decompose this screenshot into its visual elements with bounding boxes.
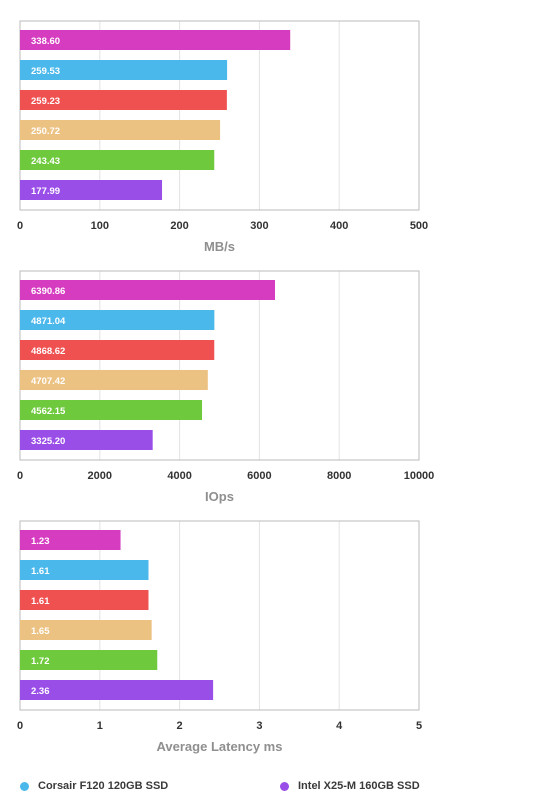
bar-label-1-4: 250.72: [31, 126, 60, 137]
tick-label-3-1: 1: [97, 720, 103, 732]
bar-3-5: [20, 650, 158, 670]
legend-label-corsair: Corsair F120 120GB SSD: [38, 780, 169, 792]
tick-label-1-2: 200: [170, 220, 188, 232]
bar-1-5: [20, 150, 215, 170]
bar-label-1-2: 259.53: [31, 66, 60, 77]
plot-frame-2: [19, 270, 420, 461]
plot-frame-3: [19, 520, 420, 711]
bar-label-2-2: 4871.04: [31, 316, 66, 327]
legend-dot-corsair: [20, 781, 29, 791]
bar-3-2: [20, 560, 149, 580]
chart-1: 338.60 259.53 259.23 250.72 243.43 177.99 0 100…: [17, 20, 428, 254]
bar-2-4: [20, 370, 208, 390]
tick-label-1-1: 100: [91, 220, 109, 232]
tick-label-1-4: 400: [330, 220, 348, 232]
bar-label-2-6: 3325.20: [31, 436, 65, 447]
tick-label-2-1: 2000: [88, 470, 112, 482]
tick-label-3-0: 0: [17, 720, 23, 732]
tick-label-1-5: 500: [410, 220, 428, 232]
bar-label-2-5: 4562.15: [31, 406, 66, 417]
tick-label-2-5: 10000: [404, 470, 435, 482]
bar-2-1: [20, 280, 275, 300]
bar-label-1-1: 338.60: [31, 36, 60, 47]
chart-2: 6390.86 4871.04 4868.62 4707.42 4562.15 3325.…: [17, 270, 435, 504]
tick-label-1-0: 0: [17, 220, 23, 232]
bar-3-4: [20, 620, 152, 640]
tick-label-2-0: 0: [17, 470, 23, 482]
tick-label-2-2: 4000: [167, 470, 191, 482]
axis-label-2: IOps: [205, 489, 234, 504]
bar-3-1: [20, 530, 121, 550]
tick-label-3-3: 3: [256, 720, 262, 732]
bar-label-3-3: 1.61: [31, 596, 50, 607]
bar-label-3-4: 1.65: [31, 626, 50, 637]
bar-1-6: [20, 180, 163, 200]
bar-1-1: [20, 30, 291, 50]
bar-label-3-2: 1.61: [31, 566, 50, 577]
bar-2-2: [20, 310, 215, 330]
bar-label-2-3: 4868.62: [31, 346, 65, 357]
bar-1-2: [20, 60, 228, 80]
bar-label-1-3: 259.23: [31, 96, 60, 107]
tick-label-1-3: 300: [250, 220, 268, 232]
bar-2-6: [20, 430, 153, 450]
bar-label-1-6: 177.99: [31, 186, 60, 197]
tick-label-3-2: 2: [177, 720, 183, 732]
bar-label-3-1: 1.23: [31, 536, 50, 547]
plot-frame-1: [19, 20, 420, 211]
bar-3-6: [20, 680, 214, 700]
bar-3-3: [20, 590, 149, 610]
chart-3: 1.23 1.61 1.61 1.65 1.72 2.36 0 1 2 3 4 5 Average La…: [17, 520, 422, 754]
tick-label-3-4: 4: [336, 720, 343, 732]
bar-2-5: [20, 400, 203, 420]
bar-label-3-6: 2.36: [31, 686, 50, 697]
tick-label-2-4: 8000: [327, 470, 351, 482]
bar-label-2-4: 4707.42: [31, 376, 65, 387]
bar-label-3-5: 1.72: [31, 656, 50, 667]
legend-dot-intel: [280, 781, 289, 791]
axis-label-1: MB/s: [204, 239, 235, 254]
bar-1-4: [20, 120, 221, 140]
bar-1-3: [20, 90, 227, 110]
tick-label-3-5: 5: [416, 720, 422, 732]
axis-label-3: Average Latency ms: [157, 739, 283, 754]
legend-item-corsair: Corsair F120 120GB SSD: [20, 780, 168, 792]
bar-label-2-1: 6390.86: [31, 286, 65, 297]
bar-2-3: [20, 340, 215, 360]
legend-item-intel: Intel X25-M 160GB SSD: [280, 780, 420, 792]
legend-label-intel: Intel X25-M 160GB SSD: [298, 780, 420, 792]
bar-label-1-5: 243.43: [31, 156, 60, 167]
tick-label-2-3: 6000: [247, 470, 271, 482]
